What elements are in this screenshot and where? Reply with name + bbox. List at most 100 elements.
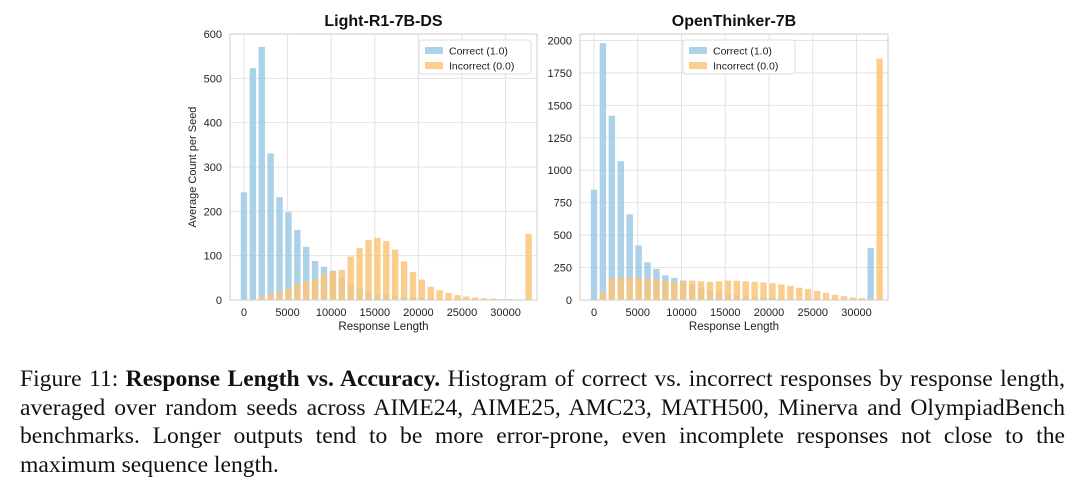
y-tick-label: 400	[204, 118, 222, 130]
x-tick-label: 20000	[403, 307, 434, 319]
x-tick-label: 15000	[359, 307, 390, 319]
bar-correct	[608, 115, 616, 300]
bar-incorrect	[374, 237, 381, 300]
plot-frame	[229, 33, 538, 301]
chart-light-r1: 0 5000 10000 15000 20000 25000 30000 0 100 200 300…	[187, 13, 538, 333]
bar-incorrect	[742, 281, 749, 300]
x-tick-label: 25000	[797, 307, 828, 319]
bar-incorrect	[320, 274, 328, 300]
bar-correct	[867, 248, 874, 300]
caption-text: Histogram of correct vs. incorrect respo…	[20, 366, 1065, 478]
bar-incorrect	[760, 282, 767, 300]
y-tick-label: 200	[204, 206, 222, 218]
legend-label: Correct (1.0)	[713, 46, 772, 58]
bar-incorrect	[276, 291, 283, 300]
y-axis-label: Average Count per Seed	[187, 107, 199, 228]
bar-incorrect	[706, 281, 714, 300]
figure-caption: Figure 11: Response Length vs. Accuracy.…	[20, 365, 1065, 479]
bar-incorrect	[849, 297, 857, 300]
bar-incorrect	[751, 281, 758, 300]
bar-incorrect	[653, 279, 660, 300]
bar-incorrect	[867, 298, 874, 300]
bar-incorrect	[525, 233, 532, 300]
bar-correct	[240, 192, 248, 300]
y-tick-label: 500	[204, 73, 222, 85]
bar-incorrect	[267, 293, 274, 300]
chart-openthinker: 0 5000 10000 15000 20000 25000 30000 0 250 500 750…	[548, 13, 889, 333]
x-axis-label: Response Length	[689, 321, 779, 333]
x-axis-label: Response Length	[338, 321, 428, 333]
bar-incorrect	[796, 287, 803, 300]
bar-incorrect	[472, 297, 479, 300]
x-tick-label: 10000	[666, 307, 697, 319]
chart-title: Light-R1-7B-DS	[324, 13, 443, 30]
x-tick-label: 20000	[754, 307, 785, 319]
bar-incorrect	[733, 280, 741, 300]
figure-charts: 0 5000 10000 15000 20000 25000 300000100200300…	[187, 13, 889, 333]
bar-incorrect	[356, 248, 363, 300]
bar-correct	[276, 197, 283, 300]
bar-incorrect	[822, 292, 830, 300]
bar-incorrect	[644, 278, 651, 300]
x-tick-label: 0	[241, 307, 247, 319]
bar-incorrect	[831, 294, 839, 300]
bar-correct	[635, 245, 642, 300]
chart-title: OpenThinker-7B	[672, 13, 796, 30]
bar-incorrect	[454, 295, 461, 300]
x-tick-label: 0	[591, 307, 597, 319]
y-tick-label: 600	[204, 29, 222, 41]
x-tick-label: 25000	[447, 307, 478, 319]
bar-correct	[626, 214, 633, 300]
bar-incorrect	[688, 280, 696, 300]
bar-incorrect	[258, 296, 265, 300]
bar-incorrect	[400, 261, 408, 300]
bar-correct	[258, 46, 265, 300]
bar-incorrect	[626, 277, 633, 300]
bar-incorrect	[391, 249, 399, 300]
legend-box	[682, 39, 796, 75]
bar-correct	[590, 189, 598, 300]
bar-incorrect	[876, 58, 883, 301]
bar-correct	[294, 229, 301, 300]
bar-correct	[267, 153, 274, 300]
bar-incorrect	[427, 286, 434, 300]
y-tick-label: 0	[566, 295, 572, 307]
y-tick-label: 1500	[548, 100, 572, 112]
x-tick-label: 30000	[841, 307, 872, 319]
bar-incorrect	[489, 298, 497, 300]
bar-incorrect	[804, 288, 812, 300]
bar-incorrect	[311, 279, 319, 300]
legend-label: Correct (1.0)	[449, 46, 508, 58]
bar-incorrect	[409, 272, 417, 300]
bar-incorrect	[294, 284, 301, 300]
bar-correct	[599, 43, 607, 300]
bar-incorrect	[697, 281, 705, 300]
bar-incorrect	[338, 269, 346, 300]
x-tick-label: 15000	[710, 307, 741, 319]
bar-incorrect	[858, 298, 865, 300]
bar-incorrect	[445, 292, 452, 300]
legend-swatch-incorrect	[689, 62, 707, 69]
y-tick-label: 1250	[548, 133, 572, 145]
y-tick-label: 300	[204, 162, 222, 174]
bar-incorrect	[715, 281, 723, 300]
caption-bold: Response Length vs. Accuracy.	[125, 366, 441, 392]
legend-label: Incorrect (0.0)	[449, 61, 514, 73]
y-tick-label: 2000	[548, 35, 572, 47]
bar-incorrect	[813, 290, 821, 300]
legend-box	[418, 39, 532, 75]
bar-incorrect	[671, 281, 678, 300]
bar-incorrect	[365, 240, 372, 300]
bar-incorrect	[347, 256, 354, 300]
caption-prefix: Figure 11:	[20, 366, 126, 392]
bar-incorrect	[418, 279, 426, 300]
y-tick-label: 1750	[548, 68, 572, 80]
bar-incorrect	[436, 290, 443, 300]
y-tick-label: 1000	[548, 165, 572, 177]
x-tick-label: 30000	[490, 307, 521, 319]
bar-correct	[617, 161, 624, 300]
plot-frame	[579, 33, 889, 301]
x-tick-label: 5000	[275, 307, 299, 319]
legend-swatch-incorrect	[425, 62, 443, 69]
legend-label: Incorrect (0.0)	[713, 61, 778, 73]
